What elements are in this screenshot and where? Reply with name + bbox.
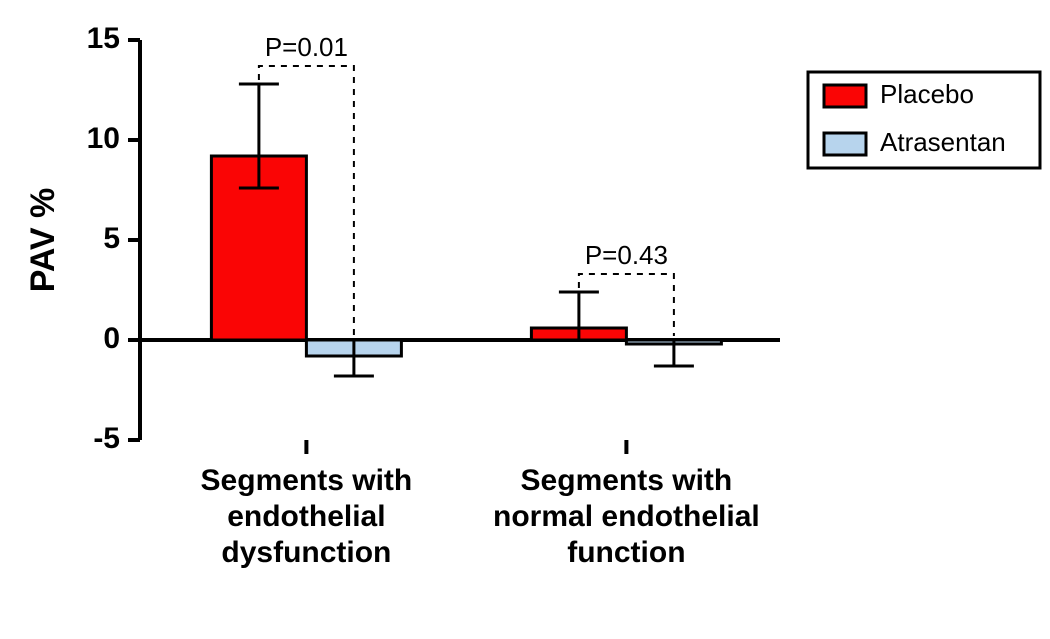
pav-bar-chart: -5051015PAV %P=0.01Segments withendothel… xyxy=(0,0,1050,639)
group-label: endothelial xyxy=(227,500,385,533)
legend-label: Atrasentan xyxy=(880,127,1006,157)
y-tick-label: 5 xyxy=(103,222,120,255)
y-tick-label: 0 xyxy=(103,322,120,355)
group-label: Segments with xyxy=(201,464,413,497)
group-label: function xyxy=(567,536,685,569)
y-tick-label: 15 xyxy=(87,22,120,55)
group-label: normal endothelial xyxy=(493,500,760,533)
legend-label: Placebo xyxy=(880,79,974,109)
group-label: dysfunction xyxy=(221,536,391,569)
y-axis-label: PAV % xyxy=(24,188,62,293)
legend-swatch xyxy=(824,85,866,107)
p-value-label: P=0.01 xyxy=(265,32,348,62)
group-label: Segments with xyxy=(521,464,733,497)
p-value-label: P=0.43 xyxy=(585,240,668,270)
y-tick-label: -5 xyxy=(93,422,120,455)
y-tick-label: 10 xyxy=(87,122,120,155)
legend-swatch xyxy=(824,133,866,155)
